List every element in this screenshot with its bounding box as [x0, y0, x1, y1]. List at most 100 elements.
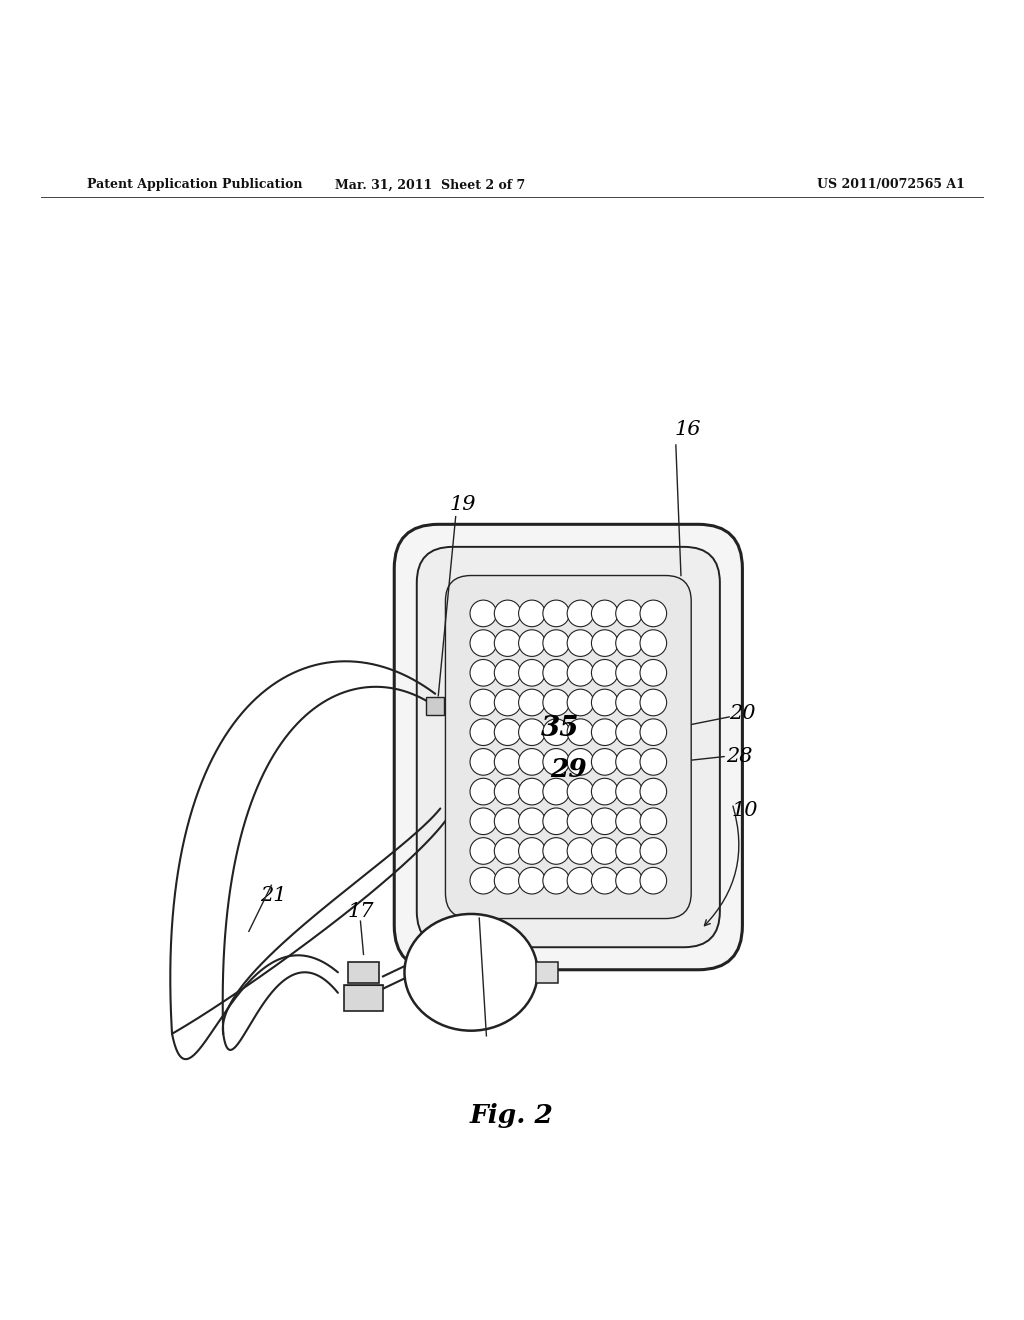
Circle shape — [615, 867, 642, 894]
Circle shape — [543, 601, 569, 627]
Text: 17: 17 — [347, 903, 374, 921]
Ellipse shape — [404, 913, 538, 1031]
Circle shape — [592, 719, 618, 746]
Circle shape — [495, 808, 521, 834]
Circle shape — [518, 601, 545, 627]
Circle shape — [495, 660, 521, 686]
Circle shape — [495, 779, 521, 805]
Circle shape — [470, 838, 497, 865]
Circle shape — [470, 719, 497, 746]
Circle shape — [615, 808, 642, 834]
Circle shape — [615, 689, 642, 715]
Circle shape — [470, 630, 497, 656]
Circle shape — [640, 630, 667, 656]
Circle shape — [518, 660, 545, 686]
Circle shape — [567, 601, 594, 627]
Circle shape — [543, 689, 569, 715]
Circle shape — [543, 660, 569, 686]
Circle shape — [495, 748, 521, 775]
Circle shape — [567, 808, 594, 834]
Text: 35: 35 — [541, 715, 580, 742]
Circle shape — [495, 630, 521, 656]
Circle shape — [640, 808, 667, 834]
Circle shape — [470, 779, 497, 805]
Circle shape — [567, 779, 594, 805]
Circle shape — [518, 808, 545, 834]
Circle shape — [543, 838, 569, 865]
Circle shape — [640, 689, 667, 715]
Circle shape — [495, 719, 521, 746]
Circle shape — [470, 808, 497, 834]
Text: Fig. 2: Fig. 2 — [470, 1104, 554, 1129]
Circle shape — [543, 867, 569, 894]
Circle shape — [592, 601, 618, 627]
Text: Mar. 31, 2011  Sheet 2 of 7: Mar. 31, 2011 Sheet 2 of 7 — [335, 178, 525, 191]
Circle shape — [567, 838, 594, 865]
Circle shape — [592, 838, 618, 865]
Circle shape — [615, 748, 642, 775]
Bar — [426, 697, 444, 715]
Bar — [344, 985, 383, 1011]
Circle shape — [470, 601, 497, 627]
Circle shape — [470, 748, 497, 775]
Circle shape — [640, 660, 667, 686]
Circle shape — [518, 748, 545, 775]
Circle shape — [592, 748, 618, 775]
Text: 28: 28 — [726, 747, 753, 766]
Circle shape — [592, 779, 618, 805]
Circle shape — [543, 779, 569, 805]
Circle shape — [640, 838, 667, 865]
Bar — [348, 962, 379, 982]
FancyBboxPatch shape — [394, 524, 742, 970]
Circle shape — [543, 748, 569, 775]
Circle shape — [615, 719, 642, 746]
Circle shape — [495, 838, 521, 865]
Circle shape — [615, 630, 642, 656]
Circle shape — [592, 660, 618, 686]
Circle shape — [615, 838, 642, 865]
Circle shape — [640, 779, 667, 805]
Text: Patent Application Publication: Patent Application Publication — [87, 178, 302, 191]
Circle shape — [640, 867, 667, 894]
Circle shape — [518, 630, 545, 656]
Circle shape — [470, 867, 497, 894]
Circle shape — [518, 779, 545, 805]
Circle shape — [495, 689, 521, 715]
Circle shape — [615, 779, 642, 805]
Circle shape — [615, 601, 642, 627]
Circle shape — [495, 601, 521, 627]
Circle shape — [592, 867, 618, 894]
Circle shape — [518, 719, 545, 746]
Circle shape — [543, 719, 569, 746]
Circle shape — [543, 808, 569, 834]
Circle shape — [615, 660, 642, 686]
Text: 14: 14 — [473, 899, 500, 919]
Circle shape — [567, 660, 594, 686]
Circle shape — [518, 838, 545, 865]
Text: 21: 21 — [260, 886, 287, 906]
Circle shape — [567, 630, 594, 656]
Circle shape — [567, 748, 594, 775]
Text: US 2011/0072565 A1: US 2011/0072565 A1 — [817, 178, 965, 191]
Circle shape — [640, 601, 667, 627]
FancyBboxPatch shape — [417, 546, 720, 948]
Circle shape — [495, 867, 521, 894]
Circle shape — [640, 748, 667, 775]
Text: 10: 10 — [731, 801, 758, 820]
Circle shape — [543, 630, 569, 656]
Circle shape — [567, 689, 594, 715]
Circle shape — [470, 660, 497, 686]
FancyBboxPatch shape — [445, 576, 691, 919]
Text: 16: 16 — [675, 420, 701, 440]
Circle shape — [518, 689, 545, 715]
Circle shape — [567, 867, 594, 894]
Circle shape — [640, 719, 667, 746]
Circle shape — [567, 719, 594, 746]
Circle shape — [592, 630, 618, 656]
Circle shape — [470, 689, 497, 715]
Circle shape — [592, 808, 618, 834]
Text: 29: 29 — [550, 758, 587, 781]
Bar — [536, 962, 558, 982]
Circle shape — [518, 867, 545, 894]
Text: 20: 20 — [729, 704, 756, 723]
